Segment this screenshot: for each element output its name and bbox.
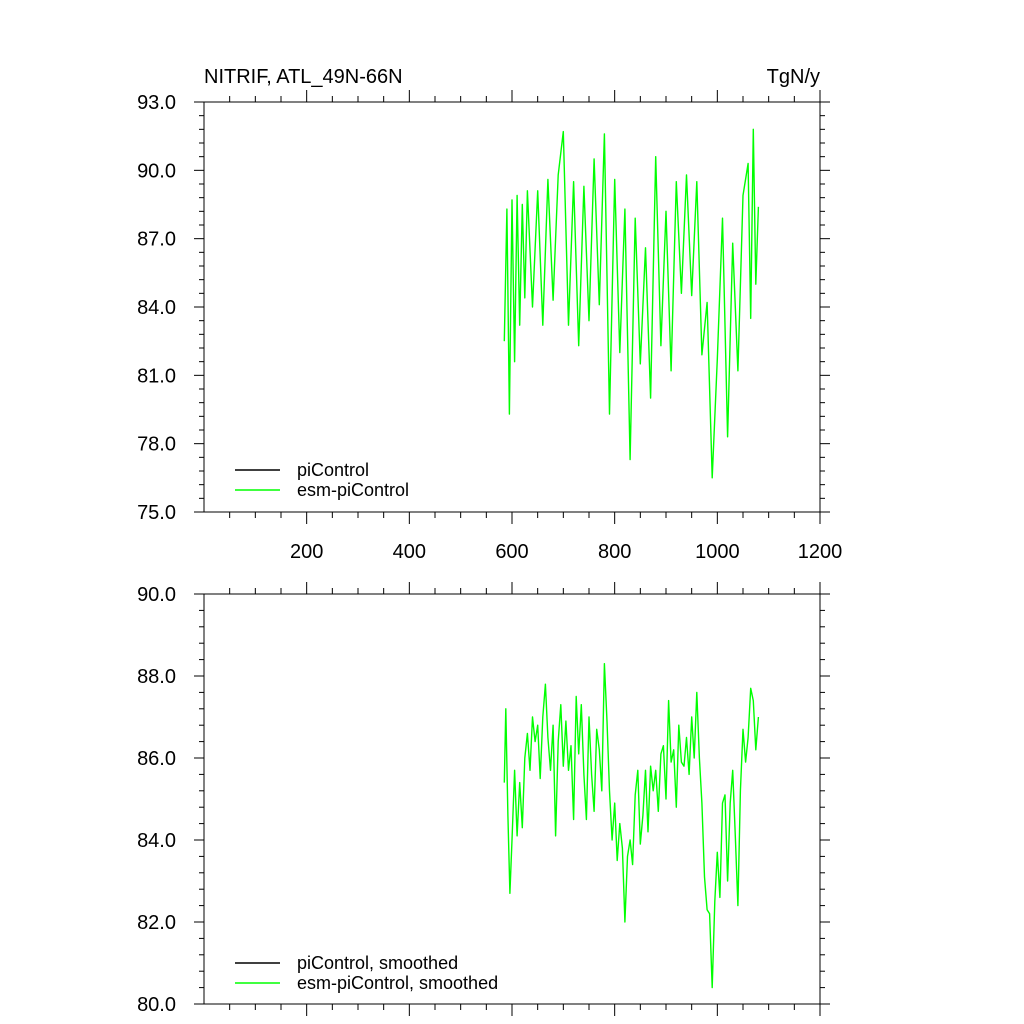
y-tick-label: 78.0	[137, 434, 176, 456]
legend-label-picontrol: piControl	[297, 460, 369, 480]
bottom-panel-series	[503, 663, 760, 989]
top-panel-units: TgN/y	[767, 66, 820, 88]
y-tick-label: 84.0	[137, 297, 176, 319]
legend-label-esm-picontrol-smoothed: esm-piControl, smoothed	[297, 973, 498, 993]
x-tick-label: 600	[495, 541, 528, 563]
x-tick-label: 1200	[798, 541, 843, 563]
y-tick-label: 80.0	[137, 994, 176, 1016]
y-tick-label: 82.0	[137, 912, 176, 934]
y-tick-label: 93.0	[137, 92, 176, 114]
top-panel-legend: piControl esm-piControl	[235, 460, 409, 500]
y-tick-label: 87.0	[137, 229, 176, 251]
bottom-series-esm-picontrol-smoothed	[503, 663, 760, 989]
legend-label-esm-picontrol: esm-piControl	[297, 480, 409, 500]
x-tick-label: 1000	[695, 541, 740, 563]
legend-label-picontrol-smoothed: piControl, smoothed	[297, 953, 458, 973]
top-panel-ticks: 75.0 78.0 81.0 84.0 87.0 90.0 93.0 200 400 600 800…	[137, 90, 842, 563]
y-tick-label: 90.0	[137, 584, 176, 606]
bottom-panel-ticks: 80.0 82.0 84.0 86.0 88.0 90.0	[137, 582, 830, 1016]
y-tick-label: 86.0	[137, 748, 176, 770]
y-tick-label: 90.0	[137, 160, 176, 182]
x-tick-label: 400	[393, 541, 426, 563]
top-panel-title: NITRIF, ATL_49N-66N	[204, 66, 403, 88]
y-tick-label: 88.0	[137, 666, 176, 688]
y-tick-label: 75.0	[137, 502, 176, 524]
x-tick-label: 800	[598, 541, 631, 563]
top-panel-frame	[203, 101, 821, 513]
x-tick-label: 200	[290, 541, 323, 563]
top-series-esm-picontrol	[503, 128, 760, 479]
top-panel: NITRIF, ATL_49N-66N TgN/y 75.0 78.0 81.0 84…	[137, 66, 842, 563]
bottom-panel-frame	[203, 593, 821, 1005]
bottom-panel: 80.0 82.0 84.0 86.0 88.0 90.0 piControl, smoo…	[137, 582, 830, 1016]
y-tick-label: 81.0	[137, 365, 176, 387]
top-panel-series	[503, 128, 760, 479]
y-tick-label: 84.0	[137, 830, 176, 852]
bottom-panel-legend: piControl, smoothed esm-piControl, smoot…	[235, 953, 498, 993]
